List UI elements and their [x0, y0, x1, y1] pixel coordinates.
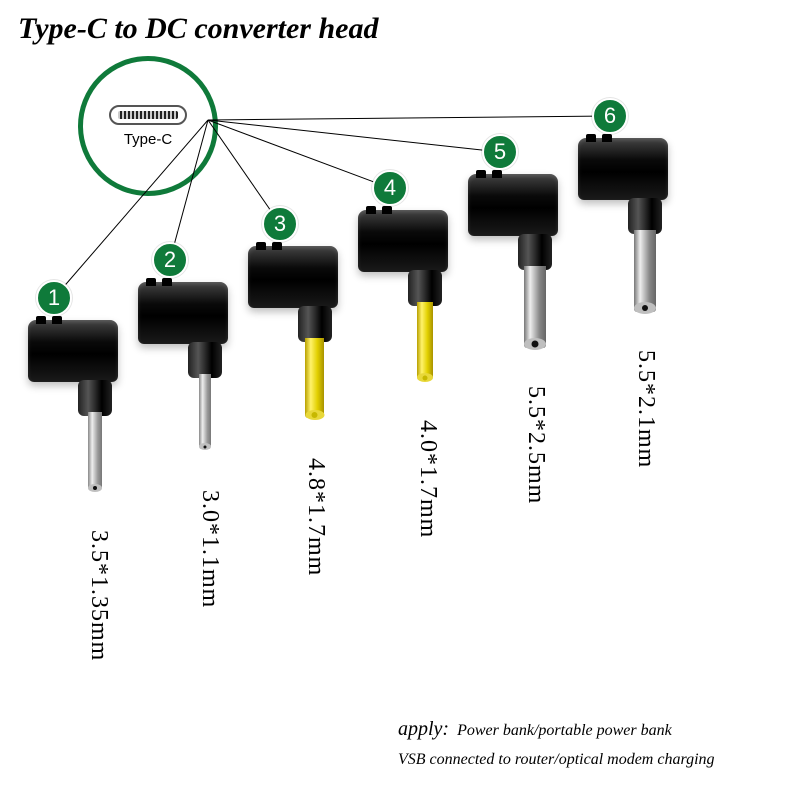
connector-base — [408, 270, 442, 306]
size-label-6: 5.5*2.1mm — [632, 350, 659, 468]
connector-barrel — [305, 338, 324, 418]
connector-barrel — [634, 230, 656, 312]
connector-body — [358, 210, 448, 272]
apply-line1: Power bank/portable power bank — [457, 722, 672, 739]
connector-4 — [358, 210, 478, 390]
apply-label: apply: — [398, 718, 449, 740]
badge-3: 3 — [262, 206, 298, 242]
connector-tip — [88, 484, 102, 492]
badge-2: 2 — [152, 242, 188, 278]
connector-tip — [199, 443, 211, 450]
apply-block: apply: Power bank/portable power bank VS… — [398, 718, 715, 769]
connector-tip — [524, 338, 546, 350]
badge-4: 4 — [372, 170, 408, 206]
page-title: Type-C to DC converter head — [18, 12, 378, 46]
connector-body — [468, 174, 558, 236]
connector-barrel — [88, 412, 102, 490]
connector-body — [578, 138, 668, 200]
connector-body — [138, 282, 228, 344]
connector-body — [28, 320, 118, 382]
typec-hub: Type-C — [78, 56, 218, 196]
apply-line2: VSB connected to router/optical modem ch… — [398, 751, 715, 769]
connector-barrel — [199, 374, 211, 448]
connector-base — [78, 380, 112, 416]
connector-5 — [468, 174, 588, 354]
size-label-1: 3.5*1.35mm — [85, 530, 112, 661]
size-label-4: 4.0*1.7mm — [414, 420, 441, 538]
badge-6: 6 — [592, 98, 628, 134]
connector-body — [248, 246, 338, 308]
connector-base — [518, 234, 552, 270]
badge-5: 5 — [482, 134, 518, 170]
connector-barrel — [417, 302, 433, 380]
size-label-5: 5.5*2.5mm — [522, 386, 549, 504]
connector-tip — [634, 302, 656, 314]
connector-base — [298, 306, 332, 342]
connector-tip — [417, 373, 433, 382]
connector-barrel — [524, 266, 546, 348]
size-label-2: 3.0*1.1mm — [196, 490, 223, 608]
typec-port-icon — [109, 105, 187, 125]
typec-label: Type-C — [124, 131, 172, 148]
connector-3 — [248, 246, 368, 426]
connector-6 — [578, 138, 698, 318]
badge-1: 1 — [36, 280, 72, 316]
size-label-3: 4.8*1.7mm — [302, 458, 329, 576]
connector-base — [188, 342, 222, 378]
connector-1 — [28, 320, 148, 500]
connector-2 — [138, 282, 258, 462]
connector-base — [628, 198, 662, 234]
typec-pins — [118, 111, 178, 119]
connector-tip — [305, 410, 324, 420]
